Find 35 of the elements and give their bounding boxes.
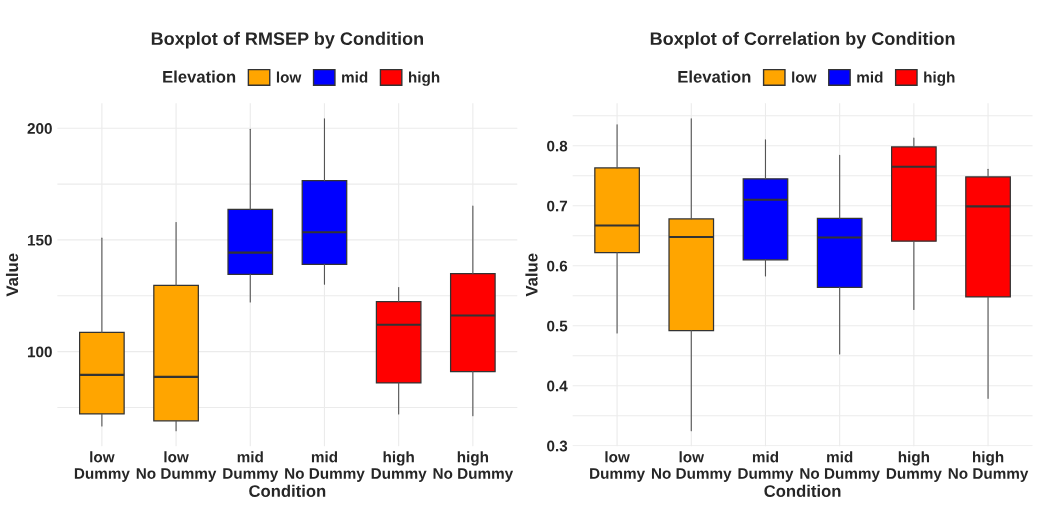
x-tick-label: low No Dummy (651, 451, 732, 482)
y-tick-label: 0.3 (547, 440, 568, 452)
y-tick-label: 100 (27, 346, 52, 358)
chart-title: Boxplot of Correlation by Condition (650, 31, 955, 49)
legend-title: Elevation (163, 70, 236, 83)
y-axis-title: Value (525, 253, 538, 297)
x-tick-label: mid No Dummy (800, 451, 880, 482)
y-tick-label: 0.7 (547, 200, 568, 212)
legend-label: mid (342, 71, 368, 83)
legend-label: high (409, 71, 440, 86)
x-tick-label: high Dummy (886, 451, 942, 482)
x-tick-label: high No Dummy (948, 451, 1029, 482)
x-axis-title: Condition (249, 484, 326, 497)
x-tick-label: mid Dummy (738, 451, 794, 482)
x-tick-label: mid Dummy (223, 451, 279, 482)
y-tick-label: 150 (27, 234, 52, 246)
x-tick-label: mid No Dummy (285, 451, 365, 482)
y-tick-label: 0.4 (547, 380, 568, 392)
y-axis-title: Value (5, 253, 19, 297)
x-tick-label: low Dummy (590, 451, 646, 482)
x-axis-title: Condition (764, 484, 841, 497)
legend-label: low (792, 71, 817, 83)
chart-title: Boxplot of RMSEP by Condition (151, 31, 423, 49)
legend-label: low (276, 71, 302, 83)
y-tick-label: 0.8 (547, 140, 568, 152)
y-tick-label: 0.5 (547, 320, 568, 332)
y-tick-label: 0.6 (547, 260, 568, 272)
legend-title: Elevation (678, 70, 751, 83)
x-tick-label: low No Dummy (136, 451, 217, 482)
legend-label: mid (857, 71, 883, 83)
y-tick-label: 200 (27, 123, 52, 134)
x-tick-label: high No Dummy (433, 451, 514, 482)
x-tick-label: high Dummy (371, 451, 427, 482)
legend-label: high (924, 71, 955, 86)
x-tick-label: low Dummy (74, 451, 130, 482)
